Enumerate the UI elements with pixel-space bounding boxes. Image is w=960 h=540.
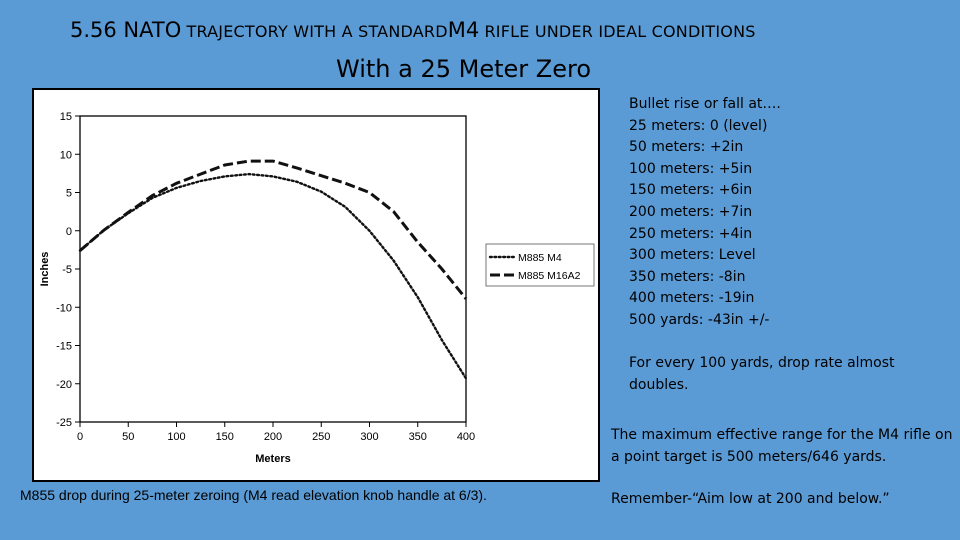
drop-list-heading: Bullet rise or fall at…. [629,96,781,112]
title-part-rifle: M4 [447,18,480,42]
drop-rate-note: For every 100 yards, drop rate almost do… [629,355,895,393]
x-axis-label: Meters [255,453,290,465]
chart-caption: M855 drop during 25-meter zeroing (M4 re… [20,487,487,503]
series-line-m885-m16a2 [79,159,468,300]
legend-label: M885 M4 [518,252,562,264]
drop-list: Bullet rise or fall at…. 25 meters: 0 (l… [629,94,781,332]
y-tick-label: -20 [56,379,72,391]
y-tick-label: -10 [56,302,72,314]
y-axis-label: Inches [39,252,51,287]
y-tick-label: 15 [60,111,72,123]
aim-low-note: Remember-“Aim low at 200 and below.” [611,491,890,507]
legend-label: M885 M16A2 [518,270,581,282]
x-tick-label: 50 [122,431,134,443]
title-part-conditions: RIFLE UNDER IDEAL CONDITIONS [479,22,756,41]
y-tick-label: 0 [66,226,72,238]
drop-list-item: 400 meters: -19in [629,290,755,307]
title-part-ammo: 5.56 NATO [70,18,182,42]
y-tick-label: -5 [62,264,72,276]
y-tick-label: -15 [56,341,72,353]
drop-list-item: 300 meters: Level [629,247,756,264]
drop-list-item: 150 meters: +6in [629,182,753,199]
x-tick-label: 100 [167,431,185,443]
slide-subtitle: With a 25 Meter Zero [336,55,591,83]
x-tick-label: 350 [409,431,427,443]
slide-title: 5.56 NATO TRAJECTORY WITH A STANDARDM4 R… [70,18,950,42]
drop-list-item: 350 meters: -8in [629,268,746,285]
y-tick-label: 5 [66,188,72,200]
legend-box [485,243,595,287]
drop-list-item: 100 meters: +5in [629,160,753,177]
series-line-m885-m4 [78,172,468,380]
y-tick-label: 10 [60,149,72,161]
effective-range-note: The maximum effective range for the M4 r… [611,427,953,465]
x-tick-label: 150 [216,431,234,443]
x-tick-label: 250 [312,431,330,443]
drop-list-item: 25 meters: 0 (level) [629,117,768,134]
title-part-trajectory: TRAJECTORY WITH A STANDARD [181,22,448,41]
x-tick-label: 200 [264,431,282,443]
x-tick-label: 400 [457,431,475,443]
y-tick-label: -25 [56,417,72,429]
x-tick-label: 0 [77,431,83,443]
drop-list-item: 500 yards: -43in +/- [629,311,770,328]
drop-list-item: 50 meters: +2in [629,139,744,156]
trajectory-chart: 15 10 5 0 -5 -10 -15 -20 -25 0 50 100 150 200 250 300 35… [32,88,600,482]
x-tick-label: 300 [360,431,378,443]
drop-list-item: 250 meters: +4in [629,225,753,242]
drop-list-item: 200 meters: +7in [629,203,753,220]
